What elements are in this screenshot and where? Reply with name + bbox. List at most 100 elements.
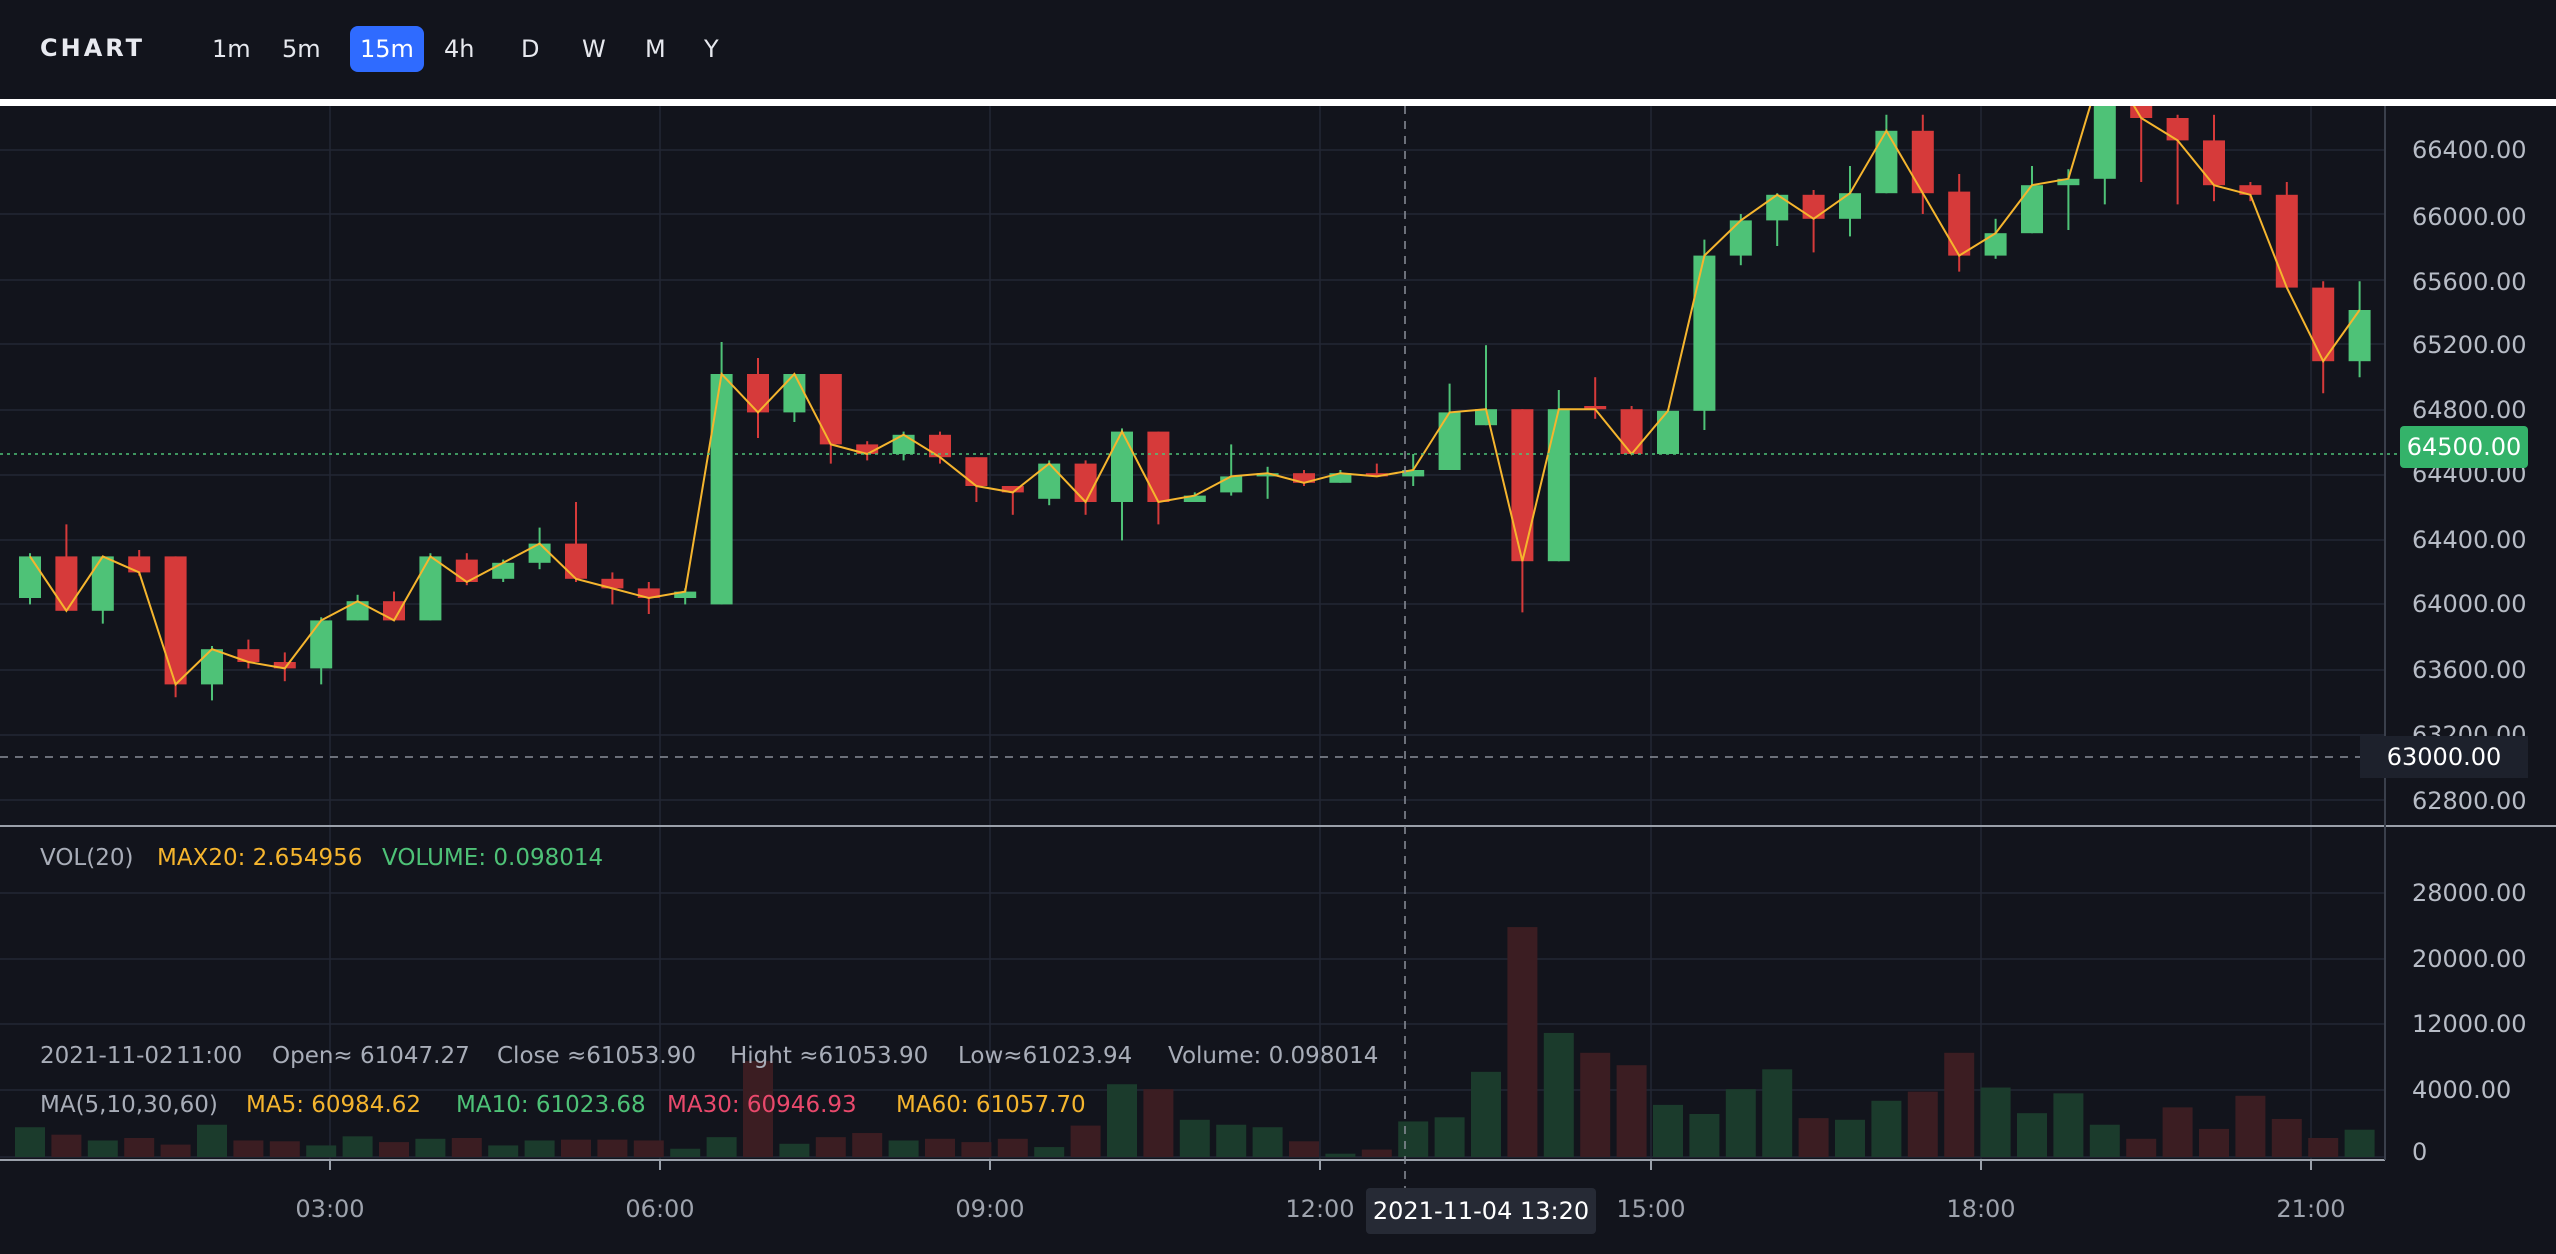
- vol-legend-volume: VOLUME: 0.098014: [382, 845, 604, 871]
- candle-body: [1147, 431, 1170, 502]
- volume-bar: [124, 1137, 155, 1157]
- candle-body: [1911, 130, 1934, 194]
- volume-bar: [1616, 1065, 1647, 1157]
- volume-bar: [743, 1061, 773, 1157]
- price-axis-tick: 65600.00: [2412, 268, 2527, 296]
- price-axis-tick: 64800.00: [2412, 396, 2527, 424]
- candle-body: [346, 601, 369, 621]
- candle-body: [419, 556, 442, 621]
- volume-bar: [670, 1148, 701, 1157]
- candle-body: [1438, 412, 1461, 470]
- volume-bar: [888, 1140, 919, 1157]
- candle-body: [455, 559, 478, 582]
- current-price-badge: 64500.00: [2400, 426, 2528, 468]
- volume-bar: [706, 1137, 737, 1157]
- volume-bar: [1725, 1089, 1756, 1157]
- volume-bar: [2271, 1118, 2302, 1157]
- info-date: 2021-11-02: [40, 1043, 174, 1069]
- volume-bar: [997, 1138, 1028, 1157]
- timeframe-y[interactable]: Y: [704, 35, 719, 63]
- candle-body: [1038, 463, 1061, 499]
- candle-body: [1948, 191, 1971, 256]
- volume-bar: [1507, 927, 1538, 1157]
- candle-body: [1584, 406, 1607, 410]
- candle-body: [2312, 287, 2335, 362]
- candle-body: [383, 601, 405, 621]
- candle-body: [1657, 410, 1679, 454]
- grid: [0, 106, 2556, 1161]
- candle-body: [1256, 473, 1279, 477]
- candle-body: [1074, 463, 1097, 502]
- price-axis-tick: 62800.00: [2412, 787, 2527, 815]
- candle-body: [710, 374, 733, 605]
- x-axis-tick: 12:00: [1285, 1195, 1354, 1223]
- candle-body: [819, 374, 842, 445]
- volume-bar: [1434, 1117, 1465, 1157]
- chart-title: CHART: [40, 34, 146, 62]
- timeframe-4h[interactable]: 4h: [444, 35, 475, 63]
- volume-bar: [2308, 1137, 2339, 1157]
- candle-body: [1329, 473, 1352, 483]
- candle-body: [1183, 495, 1206, 502]
- crosshair-time-badge: 2021-11-04 13:20: [1366, 1188, 1596, 1234]
- volume-bar: [852, 1133, 883, 1157]
- timeframe-m[interactable]: M: [645, 35, 666, 63]
- candle-body: [674, 591, 697, 598]
- x-axis-tick: 21:00: [2276, 1195, 2345, 1223]
- volume-bar: [1689, 1113, 1720, 1157]
- candle-body: [892, 434, 915, 454]
- ma-legend-name: MA(5,10,30,60): [40, 1092, 218, 1118]
- volume-bar: [1361, 1149, 1392, 1157]
- volume-axis-tick: 4000.00: [2412, 1076, 2511, 1104]
- ma5-value: MA5: 60984.62: [246, 1092, 422, 1118]
- candle-body: [91, 556, 114, 611]
- volume-bar: [1980, 1087, 2011, 1157]
- volume-bar: [633, 1140, 664, 1157]
- volume-bar: [233, 1140, 264, 1157]
- volume-bar: [1543, 1032, 1574, 1157]
- info-low: Low≈61023.94: [958, 1043, 1133, 1069]
- x-axis-tick: 06:00: [625, 1195, 694, 1223]
- candle-body: [164, 556, 187, 685]
- vol-legend-max: MAX20: 2.654956: [157, 845, 363, 871]
- volume-bar: [87, 1140, 118, 1157]
- candle-body: [1802, 194, 1825, 219]
- candle-body: [273, 662, 296, 669]
- candle-body: [1220, 476, 1243, 493]
- candle-body: [783, 374, 806, 413]
- candle-body: [1001, 486, 1024, 493]
- price-axis-tick: 63600.00: [2412, 656, 2527, 684]
- candle-body: [492, 562, 515, 579]
- volume-bar: [269, 1141, 300, 1157]
- volume-bar: [815, 1137, 846, 1157]
- candle-body: [2057, 178, 2080, 186]
- candle-body: [128, 556, 151, 573]
- volume-bar: [2344, 1129, 2375, 1157]
- timeframe-5m[interactable]: 5m: [282, 35, 321, 63]
- x-axis-tick: 18:00: [1946, 1195, 2015, 1223]
- candle-body: [1839, 193, 1861, 219]
- volume-bar: [524, 1140, 555, 1157]
- candle-body: [565, 543, 587, 579]
- volume-bar: [2017, 1113, 2047, 1157]
- volume-axis-tick: 0: [2412, 1138, 2427, 1166]
- ma30-value: MA30: 60946.93: [667, 1092, 857, 1118]
- candle-body: [1984, 233, 2007, 256]
- volume-axis-tick: 20000.00: [2412, 945, 2527, 973]
- price-axis-tick: 64400.00: [2412, 526, 2527, 554]
- volume-bar: [1107, 1084, 1137, 1157]
- candle-body: [965, 457, 988, 486]
- info-time: 11:00: [176, 1043, 243, 1069]
- candle-body: [1365, 473, 1388, 477]
- volume-bar: [2162, 1107, 2193, 1157]
- volume-bar: [961, 1142, 992, 1157]
- candle-body: [1111, 431, 1133, 502]
- timeframe-d[interactable]: D: [521, 35, 540, 63]
- candle-body: [1293, 473, 1315, 483]
- volume-bar: [1325, 1153, 1356, 1157]
- timeframe-1m[interactable]: 1m: [212, 35, 251, 63]
- timeframe-w[interactable]: W: [582, 35, 606, 63]
- volume-bar: [1179, 1119, 1210, 1157]
- timeframe-15m[interactable]: 15m: [350, 26, 424, 72]
